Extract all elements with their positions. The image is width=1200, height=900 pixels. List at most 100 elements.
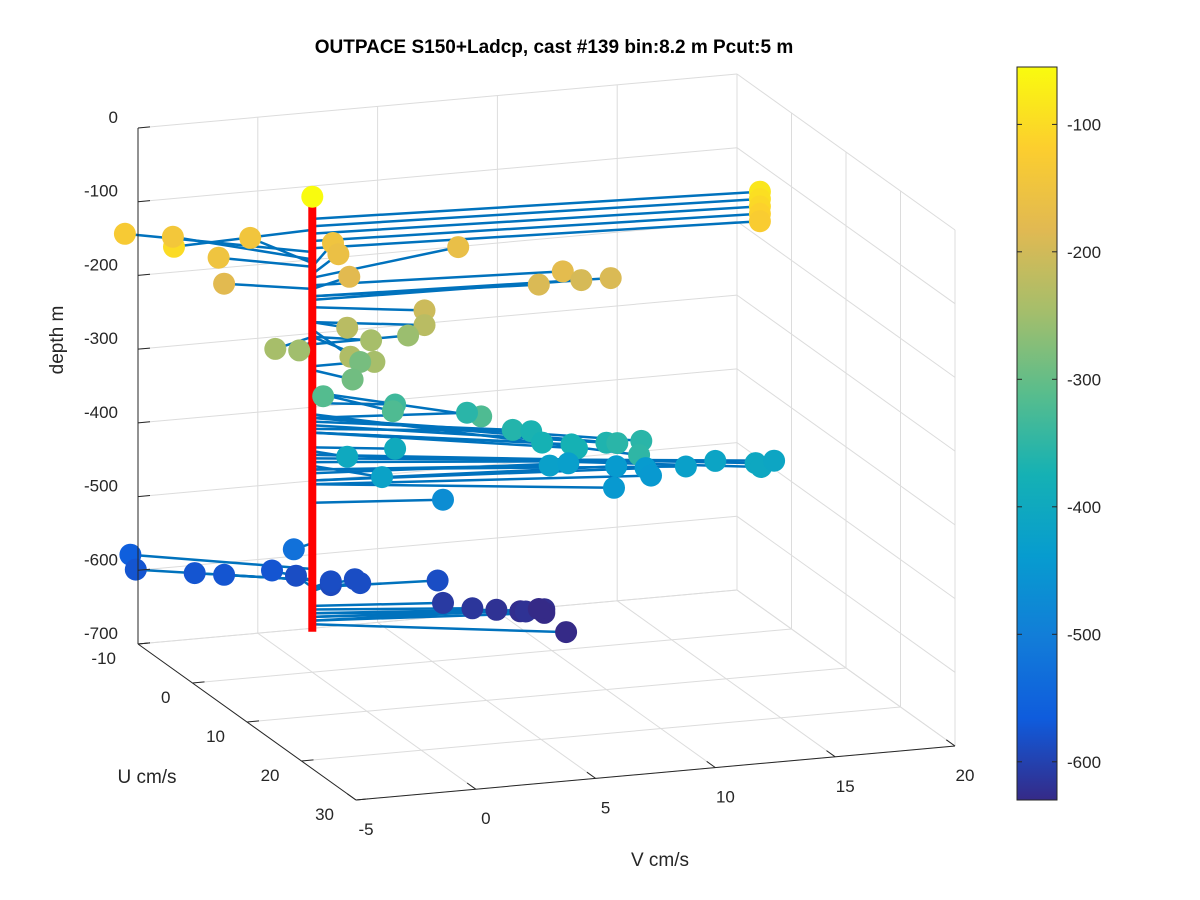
- data-point: [538, 454, 561, 477]
- data-point: [640, 464, 662, 487]
- data-point: [501, 418, 524, 441]
- z-tick-label: -300: [84, 329, 118, 348]
- data-point: [606, 432, 629, 455]
- data-point: [432, 591, 454, 614]
- chart-title: OUTPACE S150+Ladcp, cast #139 bin:8.2 m …: [315, 37, 794, 58]
- z-tick-mark: [137, 421, 151, 424]
- data-point: [312, 385, 335, 408]
- data-point: [338, 265, 361, 288]
- velocity-stick: [172, 235, 313, 261]
- velocity-stick: [312, 424, 607, 444]
- y-tick-mark: [246, 720, 260, 723]
- velocity-stick: [312, 498, 444, 504]
- data-point: [161, 225, 184, 248]
- grid-line: [736, 73, 956, 231]
- data-point: [124, 558, 147, 581]
- data-point: [371, 466, 393, 489]
- x-tick-mark: [466, 782, 477, 790]
- data-point: [551, 260, 574, 283]
- grid-line: [301, 706, 901, 762]
- grid-line: [137, 294, 738, 350]
- y-tick-label: 20: [261, 766, 280, 785]
- grid-line: [137, 73, 738, 129]
- y-tick-mark: [192, 681, 205, 684]
- data-point: [349, 572, 372, 595]
- y-tick-label: -10: [91, 649, 116, 668]
- velocity-stick: [312, 482, 615, 490]
- data-point: [531, 431, 554, 454]
- x-tick-mark: [826, 750, 836, 758]
- data-point: [341, 368, 364, 391]
- velocity-stick: [312, 601, 444, 608]
- grid-line: [246, 667, 847, 723]
- data-point: [336, 316, 359, 339]
- data-point: [183, 562, 206, 585]
- velocity-stick: [312, 245, 459, 280]
- grid-line: [736, 589, 956, 747]
- data-point: [213, 563, 236, 586]
- velocity-stick: [312, 219, 760, 250]
- data-point: [599, 267, 622, 290]
- velocity-stick: [312, 197, 760, 228]
- z-tick-label: -500: [84, 477, 118, 496]
- grid-line: [736, 294, 956, 452]
- grid-line: [736, 515, 956, 673]
- velocity-stick: [312, 212, 760, 243]
- x-axis-label: V cm/s: [631, 850, 689, 871]
- data-point: [461, 597, 484, 620]
- y-axis-label: U cm/s: [117, 767, 176, 788]
- velocity-stick: [312, 623, 567, 634]
- z-tick-mark: [137, 347, 151, 350]
- data-point: [285, 564, 307, 587]
- data-point: [570, 269, 593, 292]
- z-tick-mark: [137, 495, 151, 498]
- data-point: [748, 210, 771, 233]
- data-point: [288, 339, 311, 362]
- velocity-stick: [312, 306, 425, 312]
- data-point: [557, 452, 580, 475]
- x-tick-mark: [706, 760, 716, 769]
- colorbar-tick-label: -400: [1067, 498, 1101, 517]
- z-tick-mark: [137, 642, 151, 645]
- z-tick-label: -400: [84, 403, 118, 422]
- x-axis-line: [355, 745, 956, 801]
- data-point: [763, 449, 786, 472]
- colorbar-tick-label: -100: [1067, 115, 1101, 134]
- velocity-stick: [312, 205, 760, 235]
- z-tick-mark: [137, 568, 151, 571]
- z-tick-label: -200: [84, 255, 118, 274]
- grid-line: [137, 147, 738, 203]
- data-point: [207, 246, 230, 269]
- colorbar: -100 -200 -300 -400 -500 -600: [1016, 66, 1101, 801]
- y-tick-mark: [355, 798, 369, 801]
- data-point: [381, 400, 404, 423]
- grid-line: [736, 220, 956, 378]
- y-tick-label: 30: [315, 805, 334, 824]
- velocity-stick: [312, 474, 652, 486]
- x-tick-label: -5: [358, 820, 373, 839]
- data-point: [527, 598, 550, 620]
- grid-line: [736, 368, 956, 526]
- velocity-stick: [312, 466, 646, 482]
- y-tick-label: 0: [161, 688, 170, 707]
- x-tick-label: 10: [716, 788, 735, 807]
- grid-line: [137, 368, 738, 424]
- z-tick-label: 0: [109, 108, 118, 127]
- x-tick-label: 20: [956, 766, 975, 785]
- data-point: [527, 273, 550, 296]
- z-tick-label: -100: [84, 182, 118, 201]
- velocity-stick: [312, 190, 760, 221]
- x-tick-label: 0: [481, 809, 490, 828]
- z-tick-label: -600: [84, 550, 118, 569]
- y-tick-mark: [301, 759, 314, 762]
- velocity-stick: [218, 256, 313, 269]
- data-point: [555, 621, 578, 644]
- velocity-stick: [312, 283, 539, 298]
- data-point: [384, 437, 407, 460]
- x-tick-mark: [946, 739, 956, 747]
- data-point: [413, 314, 436, 337]
- data-point: [264, 337, 287, 360]
- velocity-stick: [312, 320, 425, 327]
- data-point: [432, 488, 454, 511]
